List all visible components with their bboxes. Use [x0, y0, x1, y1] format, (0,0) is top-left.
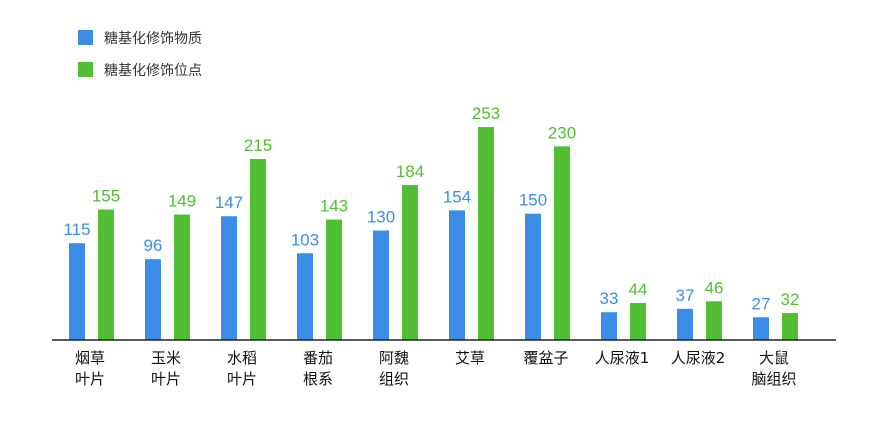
x-tick-label-7-line-1: 覆盆子	[523, 349, 568, 367]
bar-series-2-3	[250, 158, 266, 340]
value-label-series-2-1: 155	[92, 187, 120, 206]
x-tick-label-3-line-2: 叶片	[227, 370, 257, 388]
x-tick-label-2-line-2: 叶片	[151, 370, 181, 388]
value-label-series-1-7: 150	[519, 191, 547, 210]
value-label-series-2-10: 32	[781, 290, 800, 309]
x-tick-label-5-line-1: 阿魏	[379, 349, 409, 367]
value-label-series-2-9: 46	[705, 278, 724, 297]
x-tick-label-1-line-2: 叶片	[75, 370, 105, 388]
value-label-series-2-7: 230	[548, 123, 576, 142]
x-tick-label-10-line-1: 大鼠	[759, 349, 789, 367]
x-tick-label-2-line-1: 玉米	[151, 349, 181, 367]
bar-series-2-2	[174, 214, 190, 340]
bar-series-1-9	[677, 308, 693, 340]
legend-swatch-2	[78, 62, 93, 77]
bar-series-2-9	[706, 301, 722, 340]
bar-series-1-10	[753, 317, 769, 340]
value-label-series-2-2: 149	[168, 192, 196, 211]
bar-series-1-7	[525, 213, 541, 340]
value-label-series-1-6: 154	[443, 187, 471, 206]
value-label-series-1-3: 147	[215, 193, 243, 212]
value-label-series-1-2: 96	[144, 236, 163, 255]
value-label-series-1-4: 103	[291, 230, 319, 249]
bar-series-2-10	[782, 313, 798, 340]
bar-series-1-6	[449, 210, 465, 340]
bar-series-2-6	[478, 127, 494, 340]
value-label-series-1-8: 33	[600, 289, 619, 308]
bar-series-1-8	[601, 312, 617, 340]
bar-series-2-7	[554, 146, 570, 340]
legend-label-1: 糖基化修饰物质	[104, 30, 202, 47]
bar-series-2-1	[98, 209, 114, 340]
value-label-series-2-3: 215	[244, 136, 272, 155]
bar-series-2-5	[402, 185, 418, 340]
x-tick-label-8-line-1: 人尿液1	[595, 349, 650, 367]
value-label-series-1-1: 115	[63, 220, 90, 239]
x-tick-label-9-line-1: 人尿液2	[671, 349, 726, 367]
x-tick-label-4-line-2: 根系	[303, 370, 333, 388]
bar-series-1-4	[297, 253, 313, 340]
bar-series-2-4	[326, 219, 342, 340]
bars-layer	[69, 127, 798, 340]
x-tick-label-1-line-1: 烟草	[75, 349, 105, 367]
value-label-series-1-9: 37	[676, 286, 695, 305]
value-label-series-1-10: 27	[752, 294, 771, 313]
x-tick-label-10-line-2: 脑组织	[751, 370, 796, 388]
bar-series-1-1	[69, 243, 85, 340]
x-tick-label-4-line-1: 番茄	[303, 349, 333, 367]
value-label-series-2-4: 143	[320, 197, 348, 216]
value-label-series-2-6: 253	[472, 104, 500, 123]
x-tick-label-6-line-1: 艾草	[455, 349, 485, 367]
x-tick-label-3-line-1: 水稻	[227, 349, 257, 367]
legend-label-2: 糖基化修饰位点	[104, 62, 202, 79]
bar-series-1-2	[145, 259, 161, 340]
bar-series-1-3	[221, 216, 237, 340]
bar-series-1-5	[373, 230, 389, 340]
value-label-series-1-5: 130	[367, 208, 395, 227]
legend-swatch-1	[78, 30, 93, 45]
x-tick-label-5-line-2: 组织	[379, 370, 409, 388]
value-label-series-2-5: 184	[396, 162, 424, 181]
bar-series-2-8	[630, 302, 646, 340]
value-label-series-2-8: 44	[629, 280, 648, 299]
